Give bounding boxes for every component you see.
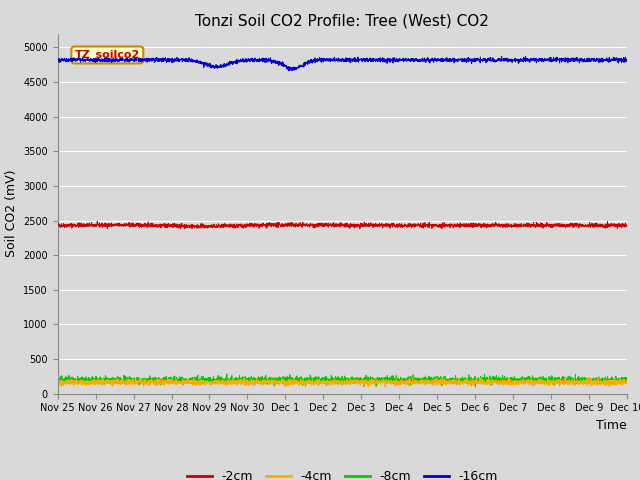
Text: TZ_soilco2: TZ_soilco2 [75,50,140,60]
Y-axis label: Soil CO2 (mV): Soil CO2 (mV) [4,170,17,257]
X-axis label: Time: Time [596,419,627,432]
Legend: -2cm, -4cm, -8cm, -16cm: -2cm, -4cm, -8cm, -16cm [182,465,503,480]
Title: Tonzi Soil CO2 Profile: Tree (West) CO2: Tonzi Soil CO2 Profile: Tree (West) CO2 [195,13,490,28]
